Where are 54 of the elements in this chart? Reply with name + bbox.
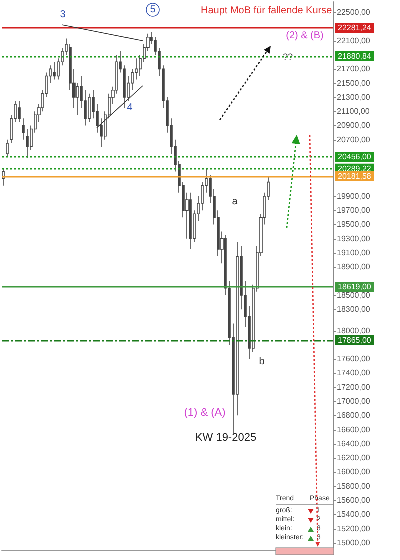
annotation: b <box>259 356 266 368</box>
y-tick-label: 15200,00 <box>337 524 371 534</box>
ref-line-label: 22281,24 <box>338 24 372 33</box>
y-tick-label: 19300,00 <box>337 234 371 244</box>
ref-line-label: 20456,00 <box>338 152 372 162</box>
candlestick <box>26 128 29 159</box>
y-tick-label: 20700,00 <box>337 135 371 144</box>
y-tick-label: 18000,00 <box>337 326 371 336</box>
annotation: 4 <box>127 102 134 114</box>
y-tick-label: 19500,00 <box>337 220 371 230</box>
candlestick <box>88 94 91 123</box>
y-tick-label: 18900,00 <box>337 262 371 272</box>
y-tick-label: 19900,00 <box>337 192 371 201</box>
y-tick-label: 19100,00 <box>337 248 371 258</box>
y-tick-label: 18300,00 <box>337 305 371 314</box>
annotation: 5 <box>150 4 156 16</box>
y-tick-label: 18500,00 <box>337 290 371 300</box>
y-tick-label: 19700,00 <box>337 206 371 216</box>
y-tick-label: 17400,00 <box>337 368 371 378</box>
ref-line-label: 20181,58 <box>338 172 372 182</box>
y-tick-label: 17600,00 <box>337 354 371 364</box>
y-tick-label: 20900,00 <box>337 121 371 130</box>
y-tick-label: 16400,00 <box>337 439 371 448</box>
candlestick <box>53 62 56 80</box>
y-tick-label: 15000,00 <box>337 538 371 548</box>
y-tick-label: 15400,00 <box>337 510 371 520</box>
ref-line-label: 20289,22 <box>338 164 372 174</box>
y-tick-label: 16800,00 <box>337 411 371 420</box>
ref-line-label: 21880,84 <box>338 52 372 61</box>
candlestick <box>18 100 21 123</box>
y-tick-label: 21300,00 <box>337 92 371 102</box>
candlestick <box>6 139 9 158</box>
chart-title: Haupt MoB für fallende Kurse <box>201 6 333 16</box>
y-tick-label: 21100,00 <box>337 107 370 116</box>
y-tick-label: 21700,00 <box>337 64 371 74</box>
y-tick-label: 15600,00 <box>337 496 371 506</box>
candlestick <box>22 118 25 140</box>
annotation: (2) & (B) <box>286 30 324 42</box>
y-tick-label: 15800,00 <box>337 482 371 491</box>
ref-line-label: 18619,00 <box>338 282 372 292</box>
ref-line-label: 17865,00 <box>338 336 372 345</box>
y-tick-label: 22500,00 <box>337 8 371 18</box>
y-tick-label: 16200,00 <box>337 454 371 463</box>
annotation: a <box>232 196 238 208</box>
y-tick-label: 17000,00 <box>337 397 371 406</box>
y-tick-label: 21500,00 <box>337 78 371 88</box>
candlestick <box>189 192 192 250</box>
annotation: 3 <box>60 10 66 20</box>
annotation: (1) & (A) <box>184 407 226 419</box>
y-tick-label: 22100,00 <box>337 36 371 46</box>
y-tick-label: 16600,00 <box>337 425 371 434</box>
y-tick-label: 17200,00 <box>337 382 371 392</box>
annotation: KW 19-2025 <box>195 432 257 444</box>
y-tick-label: 16000,00 <box>337 468 371 477</box>
